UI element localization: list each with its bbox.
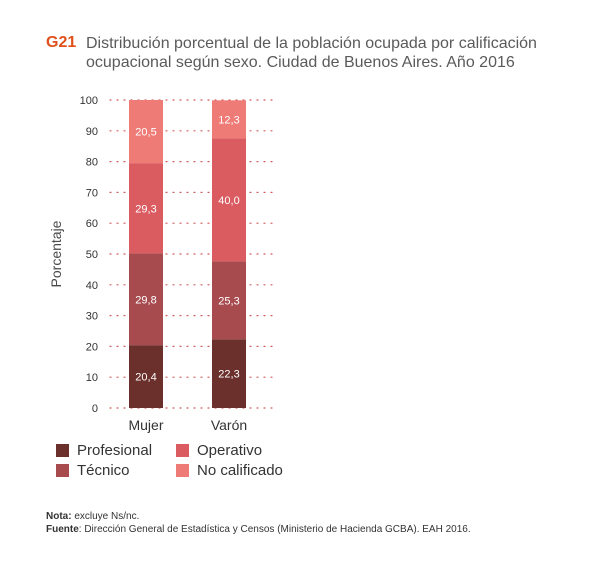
legend-swatch-tecnico [56,464,69,477]
stacked-bar-chart: 0 10 20 30 40 50 60 70 80 90 100 Porcentaje 20,4 29,8… [48,95,277,433]
bar-segment-mujer-3 [129,100,163,164]
bar-segment-varon-2 [212,138,246,262]
bar-segment-varon-1 [212,261,246,340]
chart-code: G21 [46,34,77,51]
y-tick-label: 70 [86,187,98,199]
legend-label-tecnico: Técnico [77,462,130,479]
footnotes: Nota: excluye Ns/nc. Fuente: Dirección G… [46,510,471,536]
chart-legend: Profesional Técnico Operativo No calific… [56,442,356,482]
legend-swatch-profesional [56,444,69,457]
note-text: excluye Ns/nc. [71,511,140,522]
data-label: 25,3 [218,295,239,307]
bar-segment-mujer-0 [129,345,163,408]
bar-segment-varon-0 [212,339,246,408]
legend-item-operativo: Operativo [176,442,262,459]
source-text: : Dirección General de Estadística y Cen… [78,524,471,535]
y-tick-label: 80 [86,157,98,169]
legend-item-profesional: Profesional [56,442,152,459]
legend-swatch-operativo [176,444,189,457]
legend-item-tecnico: Técnico [56,462,130,479]
y-tick-label: 100 [80,95,98,107]
data-label: 20,5 [135,127,156,139]
y-tick-label: 30 [86,311,98,323]
legend-label-no-calificado: No calificado [197,462,283,479]
chart-title: Distribución porcentual de la población … [86,35,537,71]
source-line: Fuente: Dirección General de Estadística… [46,523,471,536]
legend-label-profesional: Profesional [77,442,153,459]
y-tick-label: 0 [92,403,98,415]
y-tick-label: 90 [86,126,98,138]
data-label: 22,3 [218,369,239,381]
data-label: 29,8 [135,294,156,306]
note-line: Nota: excluye Ns/nc. [46,510,471,523]
data-label: 20,4 [135,372,156,384]
bar-segment-mujer-2 [129,163,163,254]
data-label: 12,3 [218,114,239,126]
note-label: Nota: [46,511,72,522]
bar-segment-mujer-1 [129,253,163,346]
legend-label-operativo: Operativo [197,442,263,459]
bar-segment-varon-3 [212,100,246,139]
data-label: 29,3 [135,203,156,215]
y-axis-title: Porcentaje [48,220,64,287]
legend-swatch-no-calificado [176,464,189,477]
y-tick-label: 20 [86,341,98,353]
legend-item-no-calificado: No calificado [176,462,283,479]
data-label: 40,0 [218,195,239,207]
y-tick-label: 50 [86,249,98,261]
y-tick-label: 40 [86,280,98,292]
y-tick-label: 60 [86,218,98,230]
x-category-label: Varón [211,417,247,433]
source-label: Fuente [46,524,79,535]
y-tick-label: 10 [86,372,98,384]
x-category-label: Mujer [128,417,163,433]
